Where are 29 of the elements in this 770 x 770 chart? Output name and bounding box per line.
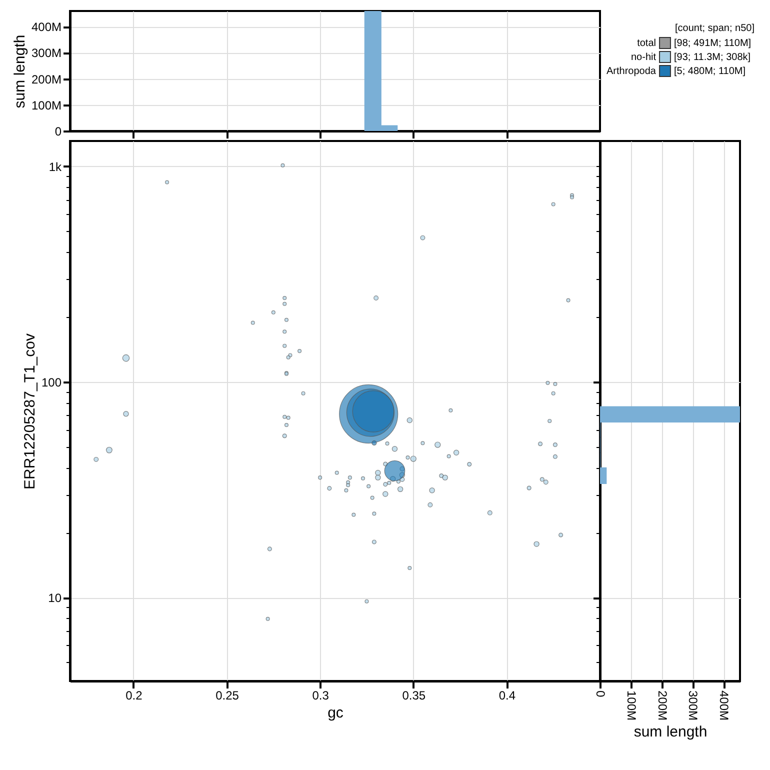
y-tick-label: 100M [31,98,62,112]
y-tick-label: 10 [48,591,62,606]
y-tick-label: 100 [41,375,62,390]
y-tick-label: 1k [48,160,62,174]
x-tick-label: 300M [686,690,700,721]
text: [98; 491M; 110M] [674,38,752,49]
x-tick-label: 0.4 [498,688,516,702]
y-tick-label: 0 [54,124,62,138]
legend-label: no-hit [630,52,656,63]
x-tick-label: 0.35 [402,688,426,702]
legend-label: total [637,38,656,49]
y-axis-title: sum length [11,34,28,108]
text: [5; 480M; 110M] [674,66,746,77]
y-tick-label: 300M [31,46,62,60]
y-tick-label: 200M [31,72,62,86]
x-tick-label: 100M [624,690,638,721]
text: [93; 11.3M; 308k] [674,52,751,63]
x-tick-label: 200M [655,690,670,721]
y-axis-title: ERR12205287_T1_cov [21,333,38,490]
x-axis-title: sum length [634,724,708,741]
x-tick-label: 0 [594,690,608,698]
x-tick-label: 0.3 [312,688,330,702]
x-tick-label: 0.2 [126,688,143,702]
x-tick-label: 400M [717,690,732,721]
x-axis-title: gc [328,704,344,722]
legend-title: [count; span; n50] [675,23,755,34]
legend-label: Arthropoda [606,66,656,77]
x-tick-label: 0.25 [216,688,240,702]
y-tick-label: 400M [31,20,62,34]
